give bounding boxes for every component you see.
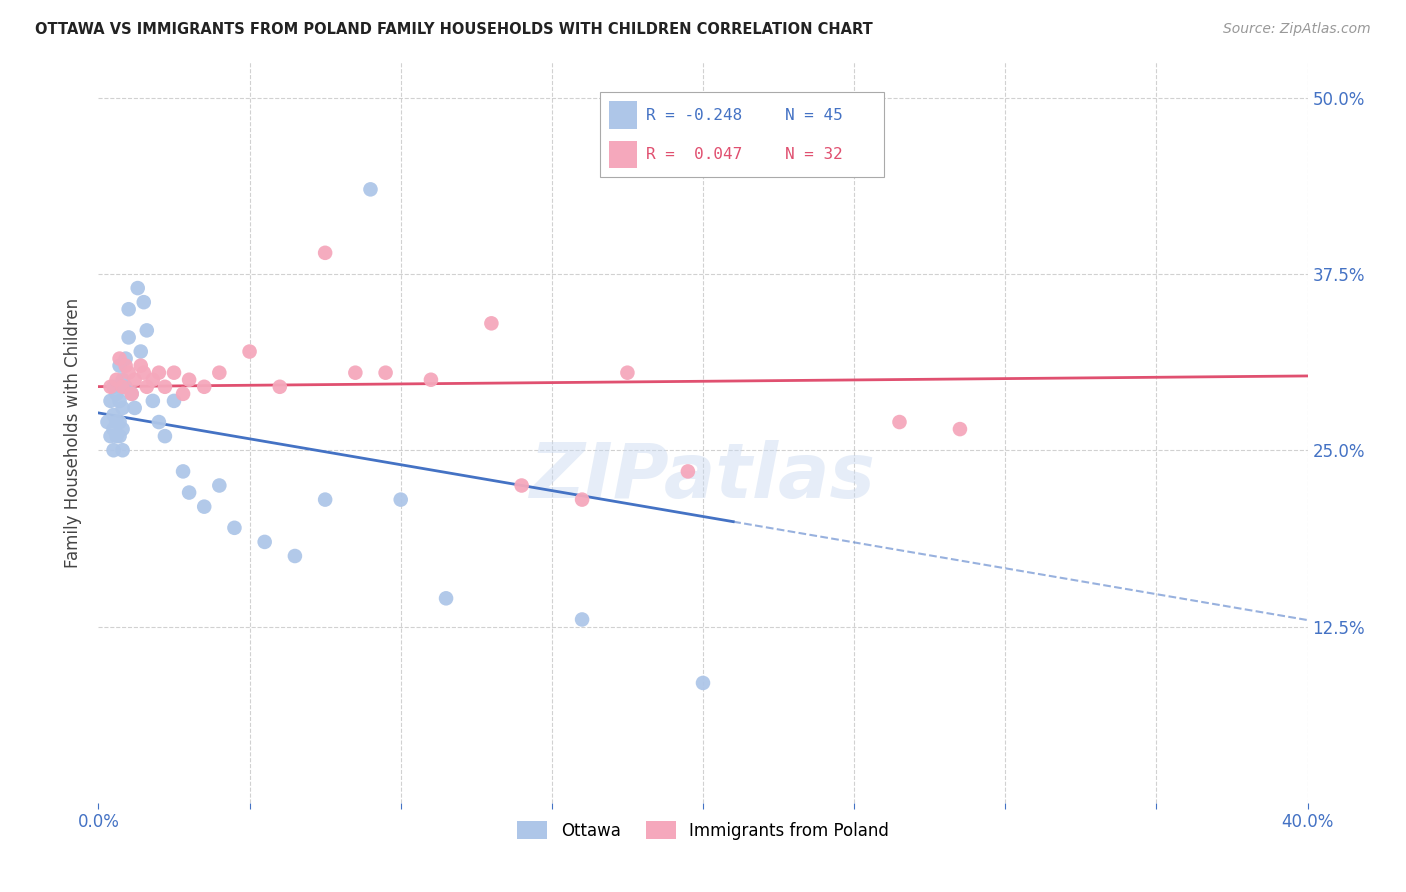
Point [314,245,336,260]
Point [96,415,118,429]
Point [153,429,176,443]
Point [481,316,503,330]
Point [121,387,143,401]
Point [103,443,125,458]
Point [114,351,136,366]
Point [571,492,593,507]
Point [193,500,215,514]
Text: OTTAWA VS IMMIGRANTS FROM POLAND FAMILY HOUSEHOLDS WITH CHILDREN CORRELATION CHA: OTTAWA VS IMMIGRANTS FROM POLAND FAMILY … [35,22,873,37]
Point [224,521,246,535]
Point [676,464,699,478]
Point [118,366,141,380]
Point [108,351,131,366]
Point [142,373,165,387]
Point [108,415,131,429]
Point [360,182,382,196]
Point [129,344,152,359]
Point [889,415,911,429]
Point [163,366,186,380]
Point [510,478,533,492]
Point [616,366,638,380]
Point [135,323,157,337]
Point [111,380,134,394]
Point [108,393,131,408]
Text: Source: ZipAtlas.com: Source: ZipAtlas.com [1223,22,1371,37]
Point [118,330,141,344]
Point [142,393,165,408]
Point [153,380,176,394]
Legend: Ottawa, Immigrants from Poland: Ottawa, Immigrants from Poland [510,814,896,847]
Point [111,443,134,458]
Point [111,373,134,387]
Point [108,359,131,373]
Point [105,415,128,429]
Point [124,373,146,387]
Point [105,429,128,443]
Point [239,344,262,359]
Point [148,415,170,429]
Point [208,478,231,492]
Point [172,464,194,478]
Point [127,281,149,295]
Point [111,401,134,415]
Point [692,676,714,690]
Point [314,492,336,507]
Point [148,366,170,380]
Point [434,591,457,606]
Point [193,380,215,394]
Point [253,535,276,549]
Point [103,380,125,394]
Point [208,366,231,380]
Point [124,401,146,415]
Point [344,366,367,380]
Point [374,366,396,380]
Point [389,492,412,507]
Point [121,387,143,401]
Point [108,429,131,443]
Y-axis label: Family Households with Children: Family Households with Children [65,298,83,567]
Point [129,359,152,373]
Point [163,393,186,408]
Point [114,380,136,394]
Point [172,387,194,401]
Point [105,387,128,401]
Point [420,373,443,387]
Point [132,366,155,380]
Point [179,373,201,387]
Point [103,408,125,422]
Point [269,380,291,394]
Point [111,422,134,436]
Point [179,485,201,500]
Point [284,549,307,563]
Point [100,393,122,408]
Point [103,422,125,436]
Point [118,302,141,317]
Point [105,373,128,387]
Point [100,380,122,394]
Point [132,295,155,310]
Point [949,422,972,436]
Point [100,429,122,443]
Point [135,380,157,394]
Text: ZIPatlas: ZIPatlas [530,440,876,514]
Point [571,612,593,626]
Point [114,359,136,373]
